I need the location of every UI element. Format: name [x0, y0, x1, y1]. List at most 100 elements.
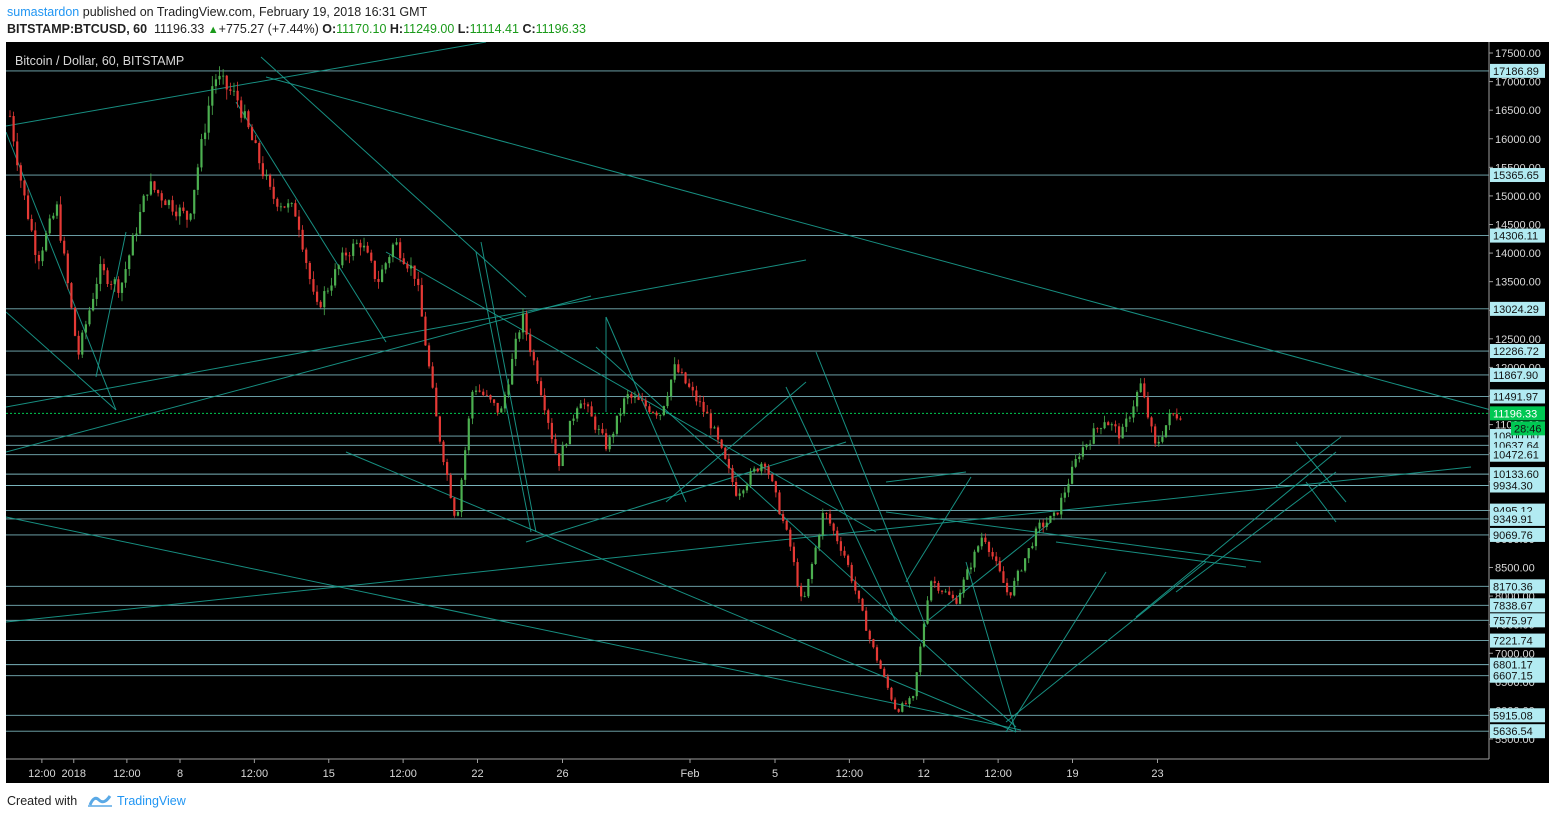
candle-body	[456, 512, 460, 516]
candle-body	[492, 399, 496, 403]
candle-body	[337, 265, 340, 270]
candle-body	[214, 79, 218, 87]
candle-body	[207, 105, 210, 133]
trendline	[95, 231, 127, 378]
candle-body	[803, 596, 806, 598]
candle-body	[460, 479, 463, 513]
horizontal-levels	[6, 70, 1489, 732]
candle-body	[756, 468, 759, 472]
candle-body	[666, 396, 669, 407]
candle-body	[352, 243, 355, 256]
candle-body	[247, 111, 250, 128]
candle-body	[160, 193, 163, 201]
candle-body	[1085, 444, 1088, 448]
candle-body	[1049, 515, 1052, 523]
candle-body	[348, 255, 351, 257]
level-price-label: 13024.29	[1493, 304, 1539, 316]
candle-body	[41, 250, 44, 262]
candle-body	[1107, 422, 1110, 426]
candle-body	[948, 591, 951, 595]
level-price-tag	[1490, 478, 1545, 493]
price-chart[interactable]: 17500.0017000.0016500.0016000.0015500.00…	[6, 42, 1549, 783]
candle-body	[720, 439, 723, 448]
candle-body	[222, 75, 225, 77]
level-price-tag	[1490, 511, 1545, 526]
candle-body	[435, 387, 438, 417]
countdown-tag	[1511, 421, 1545, 436]
candle-body	[341, 252, 344, 266]
trendline	[605, 316, 687, 503]
level-price-tag	[1490, 344, 1545, 359]
candle-body	[63, 240, 66, 254]
candle-body	[355, 242, 358, 244]
candle-body	[37, 254, 40, 262]
candle-body	[308, 262, 311, 280]
candle-body	[193, 189, 196, 214]
level-price-label: 9934.30	[1493, 481, 1533, 493]
candle-body	[1110, 424, 1113, 426]
tradingview-logo-icon[interactable]	[88, 793, 112, 812]
candle-body	[167, 200, 171, 206]
up-arrow-icon: ▲	[207, 24, 219, 36]
candle-body	[702, 401, 705, 412]
candle-body	[269, 175, 272, 187]
candle-body	[48, 218, 51, 234]
candle-body	[113, 279, 116, 285]
candle-body	[713, 427, 716, 429]
candle-body	[240, 100, 243, 118]
candle-body	[409, 265, 413, 269]
candle-body	[955, 598, 958, 604]
candle-body	[218, 75, 221, 80]
candle-body	[933, 581, 936, 584]
candle-body	[568, 420, 572, 445]
candle-body	[102, 264, 106, 271]
level-price-label: 15365.65	[1493, 170, 1539, 182]
candle-body	[539, 381, 543, 396]
candle-body	[1042, 522, 1045, 527]
candle-body	[406, 263, 409, 269]
level-price-tag	[1490, 579, 1545, 594]
candle-body	[753, 468, 756, 472]
candle-body	[420, 285, 423, 317]
candle-body	[940, 590, 944, 592]
candle-body	[977, 546, 980, 552]
tradingview-link[interactable]: TradingView	[117, 794, 186, 808]
candle-body	[171, 200, 174, 212]
trendline	[6, 311, 117, 411]
candle-body	[890, 687, 893, 700]
candle-body	[157, 189, 160, 194]
candle-body	[763, 463, 767, 467]
candle-body	[1146, 397, 1150, 418]
candle-body	[810, 564, 814, 579]
candle-body	[131, 235, 134, 256]
candle-body	[735, 482, 738, 496]
candle-body	[153, 181, 156, 190]
candle-body	[149, 181, 152, 195]
level-price-tag	[1490, 228, 1545, 243]
author-link[interactable]: sumastardon	[7, 5, 80, 19]
candle-body	[326, 290, 329, 292]
candle-body	[633, 397, 637, 399]
candle-body	[832, 523, 835, 531]
time-axis-bg	[6, 759, 1489, 783]
candle-body	[691, 386, 694, 391]
candle-body	[904, 703, 907, 705]
candle-body	[1067, 483, 1070, 493]
candle-body	[1117, 426, 1121, 439]
candle-body	[442, 441, 445, 463]
candle-body	[117, 279, 120, 293]
candle-body	[55, 204, 59, 216]
candle-body	[315, 291, 319, 302]
candle-body	[84, 324, 87, 333]
candle-body	[482, 391, 485, 395]
chart-canvas[interactable]: 17500.0017000.0016500.0016000.0015500.00…	[6, 42, 1549, 783]
candle-body	[142, 195, 145, 212]
candle-body	[760, 463, 763, 472]
candle-body	[767, 466, 770, 475]
candle-body	[893, 699, 897, 710]
trendline	[965, 561, 1017, 733]
candle-body	[1056, 512, 1059, 515]
candle-body	[120, 282, 124, 293]
candle-body	[1172, 413, 1175, 415]
candle-body	[384, 263, 387, 270]
